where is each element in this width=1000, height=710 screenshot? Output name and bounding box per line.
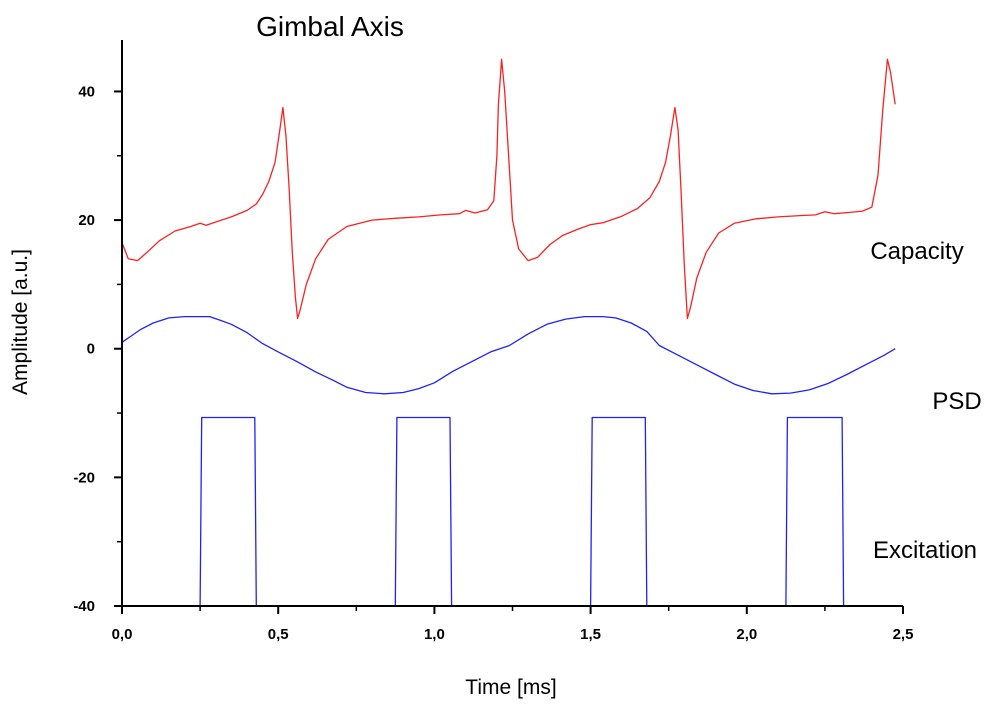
plot-lines — [121, 58, 896, 607]
series-label-excitation: Excitation — [873, 537, 977, 564]
x-tick-label: 1,5 — [580, 626, 601, 643]
y-tick-label: 20 — [78, 212, 95, 229]
x-tick-label: 0,5 — [268, 626, 289, 643]
x-tick-label: 2,0 — [736, 626, 757, 643]
series-line-psd — [121, 315, 896, 395]
x-tick-label: 0,0 — [112, 626, 133, 643]
series-label-psd: PSD — [932, 388, 981, 415]
x-axis-title: Time [ms] — [465, 676, 556, 699]
chart-title: Gimbal Axis — [256, 11, 404, 42]
x-tick-label: 1,0 — [424, 626, 445, 643]
y-tick-label: -20 — [73, 469, 95, 486]
series-line-excitation — [122, 416, 896, 607]
x-tick-label: 2,5 — [893, 626, 914, 643]
series-labels: Capacity PSD Excitation — [870, 238, 981, 564]
y-axis-title: Amplitude [a.u.] — [9, 249, 32, 395]
series-label-capacity: Capacity — [870, 238, 963, 265]
y-tick-label: -40 — [73, 598, 95, 615]
y-tick-label: 40 — [78, 83, 95, 100]
axes: 0,0 0,5 1,0 1,5 2,0 2,5 -40 -20 0 20 40 — [73, 40, 913, 643]
series-line-capacity — [121, 58, 896, 320]
y-tick-label: 0 — [87, 341, 95, 358]
